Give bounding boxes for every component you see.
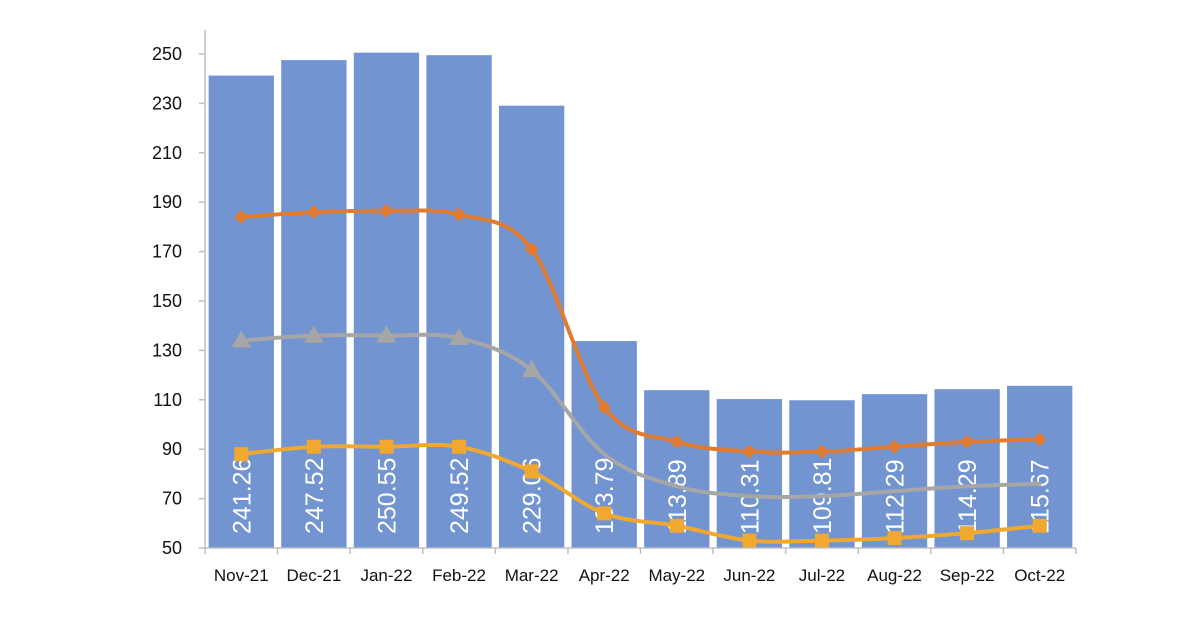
line-point [1032, 432, 1047, 447]
x-tick-label: Aug-22 [867, 566, 922, 585]
line-point [597, 506, 612, 521]
bar [281, 60, 347, 548]
line-point [449, 328, 470, 346]
line-point [960, 526, 975, 541]
x-tick-label: Sep-22 [940, 566, 995, 585]
x-tick-label: Jul-22 [799, 566, 845, 585]
y-tick-label: 250 [152, 44, 182, 64]
bar [353, 52, 420, 548]
line-point [742, 533, 757, 548]
bar-value-label: 250.55 [373, 458, 401, 534]
bar [861, 394, 928, 548]
x-ticks-layer: Nov-21 Dec-21 Jan-22 Feb-22 Mar-22 Apr-22 May-… [204, 548, 1077, 585]
line-point [1032, 518, 1047, 533]
line-point [234, 447, 249, 462]
bar-value-label: 241.26 [228, 458, 256, 534]
bar-labels-layer: 241.26 247.52 250.55 249.52 229.06 133.79 113.… [228, 458, 1054, 534]
line-point [597, 400, 612, 415]
x-tick-label: Apr-22 [579, 566, 630, 585]
y-tick-label: 230 [152, 93, 182, 113]
line-point [376, 325, 397, 343]
y-tick-label: 130 [152, 340, 182, 360]
line-point [669, 434, 684, 449]
line-point [306, 205, 321, 220]
line-point [521, 360, 542, 378]
bar [426, 55, 492, 548]
x-tick-label: Mar-22 [505, 566, 559, 585]
bar [789, 400, 855, 548]
y-tick-label: 50 [162, 538, 182, 558]
bar-value-label: 247.52 [301, 458, 329, 534]
x-tick-label: Feb-22 [432, 566, 486, 585]
line-point [452, 439, 467, 454]
line-point [887, 439, 902, 454]
bar-value-label: 112.29 [882, 459, 910, 534]
line-point [231, 330, 252, 348]
line-point [524, 242, 539, 257]
bar [934, 389, 1000, 548]
line-point [524, 464, 539, 479]
x-tick-label: Oct-22 [1014, 566, 1065, 585]
line-point [742, 444, 757, 459]
x-tick-label: Nov-21 [214, 566, 269, 585]
bar-value-label: 133.79 [591, 458, 619, 534]
bar [716, 399, 783, 548]
line-point [306, 439, 321, 454]
x-tick-label: Jun-22 [723, 566, 775, 585]
line-point [379, 203, 394, 218]
line-point [960, 434, 975, 449]
x-tick-label: Jan-22 [360, 566, 412, 585]
y-tick-label: 190 [152, 192, 182, 212]
bar-value-label: 249.52 [446, 458, 474, 534]
y-tick-label: 170 [152, 242, 182, 262]
line-point [814, 444, 829, 459]
y-tick-label: 110 [153, 390, 182, 410]
bar-value-label: 114.29 [954, 459, 982, 534]
lines-layer [231, 203, 1047, 548]
y-ticks-layer: 50 70 90 110 130 150 170 190 210 230 250 [152, 44, 205, 558]
y-tick-label: 70 [162, 489, 182, 509]
line-point [452, 207, 467, 222]
line-point [303, 325, 324, 343]
line-point [379, 439, 394, 454]
line-point [814, 533, 829, 548]
y-tick-label: 90 [162, 439, 182, 459]
line-point [669, 518, 684, 533]
bar [208, 75, 274, 548]
y-tick-label: 210 [152, 143, 182, 163]
x-tick-label: May-22 [648, 566, 705, 585]
x-tick-label: Dec-21 [286, 566, 341, 585]
y-tick-label: 150 [152, 291, 182, 311]
line-point [887, 531, 902, 546]
line-point [234, 210, 249, 225]
